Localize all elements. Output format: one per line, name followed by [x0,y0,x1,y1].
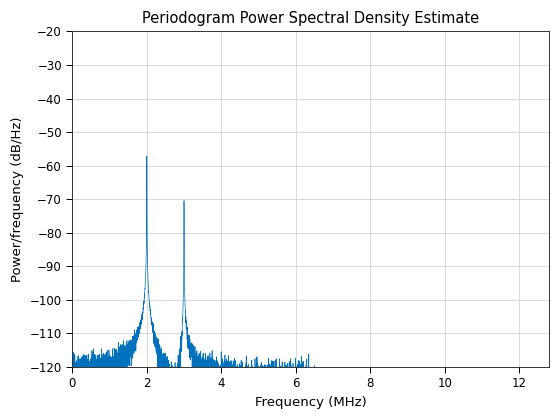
X-axis label: Frequency (MHz): Frequency (MHz) [255,396,366,409]
Title: Periodogram Power Spectral Density Estimate: Periodogram Power Spectral Density Estim… [142,11,479,26]
Y-axis label: Power/frequency (dB/Hz): Power/frequency (dB/Hz) [11,116,24,282]
